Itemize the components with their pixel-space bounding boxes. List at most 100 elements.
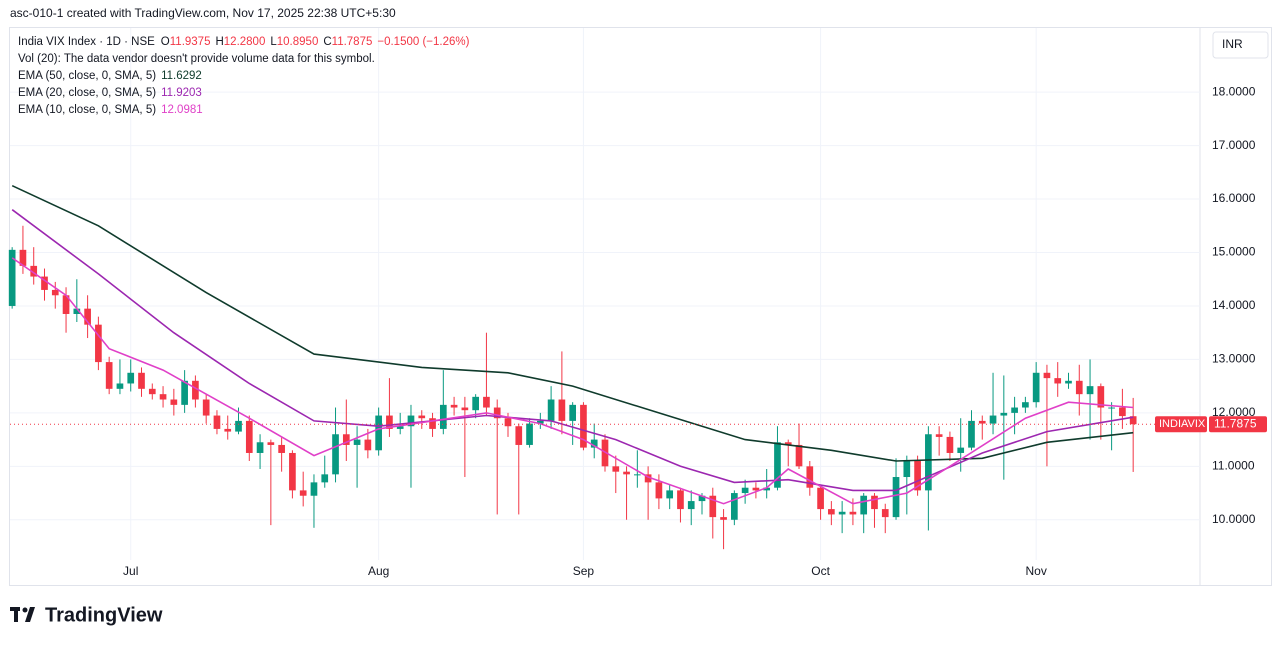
candle-body bbox=[806, 466, 814, 488]
x-tick-label: Jul bbox=[123, 564, 138, 578]
symbol: India VIX Index · 1D · NSE bbox=[18, 36, 155, 48]
ohlc-label: L bbox=[270, 36, 277, 48]
candle-body bbox=[170, 399, 178, 405]
candle-body bbox=[978, 420, 986, 424]
y-tick-label: 14.0000 bbox=[1212, 298, 1256, 312]
y-tick-label: 12.0000 bbox=[1212, 405, 1256, 419]
legend-value: 11.9203 bbox=[161, 87, 202, 99]
candle-body bbox=[159, 394, 167, 400]
candle-body bbox=[817, 487, 824, 510]
candle-body bbox=[1097, 386, 1105, 408]
candle-body bbox=[224, 428, 232, 432]
candle-body bbox=[429, 418, 436, 429]
candle-body bbox=[1022, 402, 1029, 408]
candle-body bbox=[1108, 407, 1115, 409]
currency-box[interactable] bbox=[1212, 31, 1269, 59]
candle-body bbox=[41, 276, 48, 290]
x-tick-label: Aug bbox=[368, 564, 389, 578]
candle-body bbox=[19, 249, 27, 266]
candle-body bbox=[925, 434, 932, 491]
candle-body bbox=[1075, 380, 1083, 395]
volume-note: Vol (20): The data vendor doesn't provid… bbox=[18, 53, 375, 65]
candle-body bbox=[418, 415, 426, 419]
candle-body bbox=[515, 426, 523, 445]
candle-body bbox=[235, 420, 242, 432]
candle-body bbox=[493, 407, 501, 419]
ohlc-value: 10.8950 bbox=[277, 36, 319, 48]
candle-body bbox=[472, 396, 479, 411]
legend-entry: EMA (50, close, 0, SMA, 5) 11.6292 bbox=[18, 70, 202, 82]
header: asc-010-1 created with TradingView.com, … bbox=[10, 6, 396, 20]
legend-value: 11.6292 bbox=[161, 70, 202, 82]
y-tick-label: 17.0000 bbox=[1212, 138, 1256, 152]
candle-body bbox=[483, 396, 490, 408]
candle-body bbox=[569, 404, 577, 421]
candle-body bbox=[342, 434, 350, 445]
candle-body bbox=[138, 372, 145, 389]
candle-body bbox=[580, 404, 587, 448]
ohlc-label: C bbox=[323, 36, 331, 48]
candle-body bbox=[504, 418, 512, 427]
candle-body bbox=[914, 460, 921, 491]
candle-body bbox=[989, 415, 997, 424]
candle-body bbox=[849, 511, 857, 515]
ohlc-value: 11.7875 bbox=[332, 36, 373, 48]
candle-body bbox=[838, 511, 846, 515]
candle-body bbox=[946, 436, 954, 453]
candle-body bbox=[375, 415, 382, 451]
candle-body bbox=[731, 493, 738, 520]
candle-body bbox=[332, 434, 339, 475]
candle-body bbox=[752, 487, 760, 491]
y-tick-label: 11.0000 bbox=[1212, 459, 1255, 473]
candle-body bbox=[871, 495, 878, 510]
candle-body bbox=[51, 289, 59, 296]
candle-body bbox=[741, 487, 749, 494]
y-tick-label: 15.0000 bbox=[1212, 245, 1256, 259]
candle-body bbox=[526, 423, 533, 445]
change: −0.1500 (−1.26%) bbox=[377, 36, 469, 48]
legend-entry: EMA (20, close, 0, SMA, 5) 11.9203 bbox=[18, 87, 202, 99]
candle-body bbox=[299, 490, 307, 496]
candle-body bbox=[1000, 412, 1008, 416]
candle-body bbox=[828, 509, 835, 515]
candle-body bbox=[364, 439, 372, 451]
candle-body bbox=[547, 399, 555, 421]
candle-body bbox=[386, 415, 393, 429]
candle-body bbox=[148, 388, 156, 395]
candle-body bbox=[8, 249, 16, 306]
logo-shape bbox=[22, 607, 28, 613]
candle-body bbox=[774, 442, 781, 488]
ticker-badge bbox=[1155, 416, 1207, 433]
logo-shape bbox=[14, 607, 18, 622]
candle-body bbox=[321, 474, 329, 483]
candle-body bbox=[903, 460, 911, 478]
candle-body bbox=[709, 495, 717, 518]
candle-body bbox=[267, 442, 275, 445]
candle-body bbox=[439, 404, 447, 429]
legend-name: EMA (20, close, 0, SMA, 5) bbox=[18, 87, 156, 99]
candle-body bbox=[127, 372, 135, 384]
candle-body bbox=[892, 477, 900, 518]
candle-body bbox=[968, 420, 975, 448]
candle-body bbox=[105, 362, 113, 389]
candle-body bbox=[1119, 407, 1126, 417]
ticker: INDIAVIX bbox=[1159, 418, 1206, 430]
legend-value: 12.0981 bbox=[161, 104, 203, 116]
x-tick-label: Sep bbox=[573, 564, 595, 578]
candle-body bbox=[278, 444, 285, 453]
legend-entry: EMA (10, close, 0, SMA, 5) 12.0981 bbox=[18, 104, 203, 116]
legend-name: EMA (10, close, 0, SMA, 5) bbox=[18, 104, 156, 116]
candle-body bbox=[353, 439, 361, 445]
candle-body bbox=[698, 495, 706, 502]
candle-body bbox=[62, 295, 70, 314]
y-tick-label: 18.0000 bbox=[1212, 84, 1256, 98]
candle-body bbox=[795, 444, 803, 467]
candle-body bbox=[1129, 416, 1137, 425]
candle-body bbox=[1032, 372, 1040, 403]
candle-body bbox=[784, 442, 792, 445]
candle-body bbox=[623, 471, 630, 475]
y-tick-label: 13.0000 bbox=[1212, 352, 1256, 366]
candle-body bbox=[95, 324, 102, 363]
